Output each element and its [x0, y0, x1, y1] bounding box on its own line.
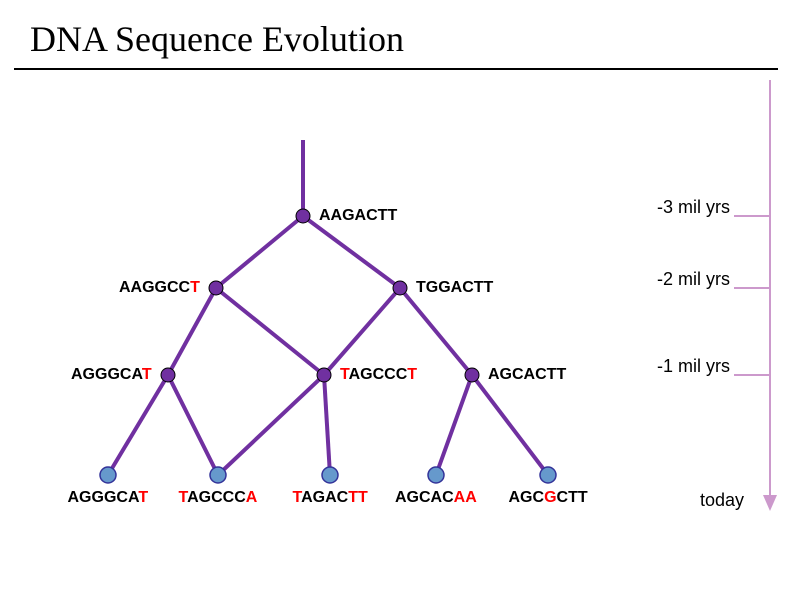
time-label: -1 mil yrs	[657, 356, 730, 377]
sequence-label: TAGCCCA	[179, 489, 258, 507]
sequence-label: TGGACTT	[416, 279, 493, 297]
tree-node	[465, 368, 479, 382]
tree-edge	[324, 288, 400, 375]
sequence-label: TAGCCCT	[340, 366, 417, 384]
tree-edge	[218, 375, 324, 475]
tree-node	[296, 209, 310, 223]
tree-node	[393, 281, 407, 295]
sequence-label: AGCGCTT	[509, 489, 588, 507]
tree-node	[540, 467, 556, 483]
tree-edge	[303, 216, 400, 288]
sequence-label: AAGACTT	[319, 207, 397, 225]
sequence-label: AAGGCCT	[119, 279, 200, 297]
tree-edge	[168, 288, 216, 375]
sequence-label: AGGGCAT	[68, 489, 149, 507]
tree-edge	[400, 288, 472, 375]
tree-edge	[324, 375, 330, 475]
tree-edge	[216, 216, 303, 288]
tree-node	[209, 281, 223, 295]
tree-node	[322, 467, 338, 483]
tree-node	[428, 467, 444, 483]
tree-node	[161, 368, 175, 382]
tree-node	[210, 467, 226, 483]
timeline-arrow-icon	[763, 495, 777, 511]
time-label: -2 mil yrs	[657, 269, 730, 290]
tree-edge	[216, 288, 324, 375]
sequence-label: TAGACTT	[293, 489, 368, 507]
time-label: -3 mil yrs	[657, 197, 730, 218]
sequence-label: AGGGCAT	[71, 366, 152, 384]
phylo-tree	[0, 0, 792, 612]
tree-edge	[108, 375, 168, 475]
title-underline	[14, 68, 778, 70]
tree-edge	[436, 375, 472, 475]
sequence-label: AGCACAA	[395, 489, 477, 507]
tree-node	[100, 467, 116, 483]
time-label: today	[700, 490, 744, 511]
tree-node	[317, 368, 331, 382]
sequence-label: AGCACTT	[488, 366, 566, 384]
tree-edge	[168, 375, 218, 475]
tree-edge	[472, 375, 548, 475]
page-title: DNA Sequence Evolution	[30, 18, 404, 60]
